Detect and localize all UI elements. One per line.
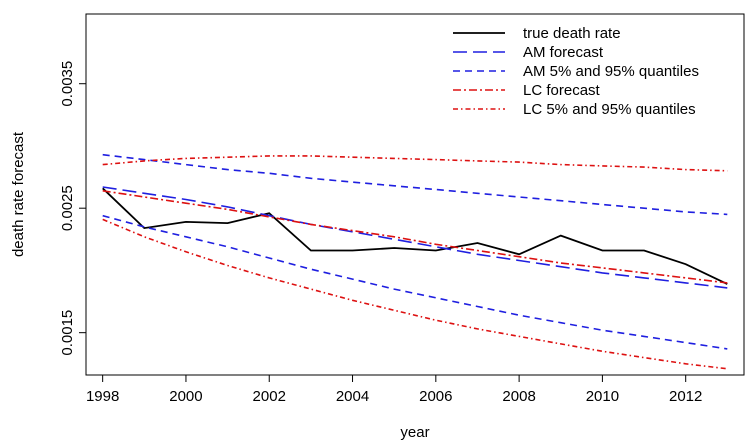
- x-tick-label: 2004: [336, 388, 369, 405]
- series-line: [102, 218, 728, 370]
- y-tick-label: 0.0025: [59, 185, 76, 231]
- x-tick-label: 2006: [419, 388, 452, 405]
- legend-label: true death rate: [523, 25, 621, 42]
- y-tick-label: 0.0035: [59, 61, 76, 107]
- series-line: [102, 186, 728, 289]
- series-line: [102, 214, 728, 350]
- x-tick-label: 2002: [253, 388, 286, 405]
- x-tick-label: 1998: [86, 388, 119, 405]
- series-line: [102, 187, 728, 285]
- series-line: [102, 155, 728, 172]
- y-tick-label: 0.0015: [59, 310, 76, 356]
- y-axis: 0.0015 0.0025 0.0035: [59, 61, 87, 356]
- x-tick-label: 2000: [169, 388, 202, 405]
- y-axis-label: death rate forecast: [10, 131, 27, 257]
- x-tick-label: 2012: [669, 388, 702, 405]
- legend-label: LC 5% and 95% quantiles: [523, 101, 696, 118]
- x-tick-label: 2008: [502, 388, 535, 405]
- legend-label: AM forecast: [523, 44, 604, 61]
- series-line: [102, 153, 728, 216]
- legend-label: LC forecast: [523, 82, 601, 99]
- series-line: [102, 190, 728, 284]
- x-axis-label: year: [400, 424, 429, 441]
- legend-label: AM 5% and 95% quantiles: [523, 63, 699, 80]
- x-tick-label: 2010: [586, 388, 619, 405]
- x-axis: 1998 2000 2002 2004 2006 2008 2010 2012: [86, 374, 702, 405]
- series-layer: [102, 153, 728, 370]
- legend: true death rate AM forecast AM 5% and 95% …: [453, 25, 699, 118]
